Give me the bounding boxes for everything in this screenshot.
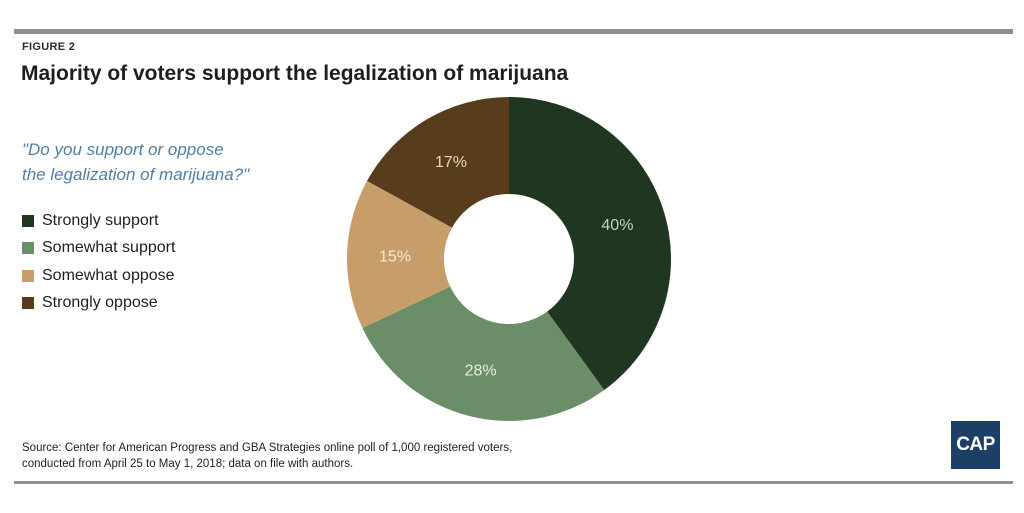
survey-question-line: the legalization of marijuana?": [22, 165, 250, 184]
legend-label: Strongly support: [42, 211, 159, 229]
legend-label: Strongly oppose: [42, 294, 158, 312]
legend-swatch: [22, 214, 34, 227]
chart-title: Majority of voters support the legalizat…: [21, 62, 569, 85]
slice-somewhat-oppose-label: 15%: [379, 248, 411, 265]
figure-label: FIGURE 2: [22, 41, 76, 53]
legend-item-strongly-oppose: Strongly oppose: [22, 290, 175, 318]
slice-somewhat-support-label: 28%: [465, 362, 497, 379]
source-line: conducted from April 25 to May 1, 2018; …: [22, 458, 354, 470]
legend-label: Somewhat support: [42, 239, 176, 257]
source-line: Source: Center for American Progress and…: [22, 442, 513, 454]
legend-item-somewhat-support: Somewhat support: [22, 235, 175, 263]
legend-swatch: [22, 297, 34, 310]
legend-swatch: [22, 242, 34, 255]
legend-label: Somewhat oppose: [42, 266, 175, 284]
slice-strongly-support: [509, 97, 671, 391]
legend-swatch: [22, 269, 34, 282]
slice-strongly-oppose: [367, 96, 509, 228]
slice-somewhat-oppose: [347, 180, 453, 328]
slice-strongly-oppose-label: 17%: [435, 154, 467, 171]
top-rule: [14, 29, 1013, 34]
cap-logo: CAP: [951, 421, 1000, 469]
slice-somewhat-support: [362, 286, 605, 422]
survey-question: "Do you support or oppose the legalizati…: [22, 137, 322, 187]
legend-item-strongly-support: Strongly support: [22, 207, 175, 235]
slice-strongly-support-label: 40%: [601, 217, 633, 234]
source-note: Source: Center for American Progress and…: [22, 440, 512, 472]
survey-question-line: "Do you support or oppose: [22, 140, 224, 159]
legend-item-somewhat-oppose: Somewhat oppose: [22, 262, 175, 290]
legend: Strongly support Somewhat support Somewh…: [22, 207, 175, 317]
bottom-rule: [14, 481, 1013, 484]
